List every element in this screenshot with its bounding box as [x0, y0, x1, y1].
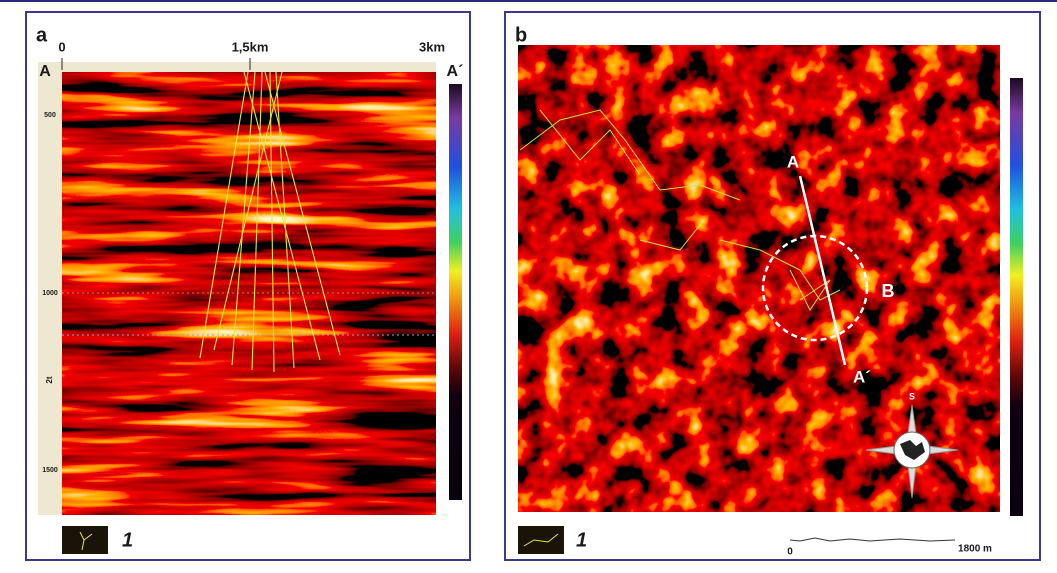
- seismic-section: [62, 72, 436, 515]
- legend-label: 1: [576, 529, 587, 551]
- legend-symbol: [79, 531, 93, 551]
- distance-strip: [62, 62, 436, 72]
- section-end: A: [787, 152, 799, 171]
- section-end: A: [39, 63, 51, 80]
- legend-swatch: [62, 526, 108, 554]
- depth-strip: [38, 62, 62, 515]
- compass: [865, 404, 959, 499]
- scale-label: 0: [787, 547, 793, 558]
- section-end: A´: [853, 367, 871, 386]
- depth-tick: 1500: [42, 467, 58, 474]
- depth-axis-label: 2t: [45, 376, 54, 383]
- depth-tick: 500: [44, 112, 56, 119]
- panel-label: a: [36, 24, 48, 46]
- panel-label: b: [515, 24, 527, 46]
- distance-tick: 0: [58, 39, 65, 54]
- scale-label: 1800 m: [958, 544, 992, 555]
- circle-label: B: [882, 281, 895, 301]
- legend-symbol: [523, 533, 559, 547]
- section-end: A´: [447, 63, 464, 80]
- compass-label: S: [909, 391, 915, 401]
- distance-tick: 1,5km: [232, 39, 269, 54]
- color-bar: [1010, 78, 1023, 516]
- legend-label: 1: [122, 529, 133, 551]
- color-bar: [449, 84, 462, 500]
- legend-swatch: [518, 526, 564, 554]
- section-line: [798, 175, 847, 366]
- fault-traces: [519, 109, 841, 311]
- fault-lines: [199, 71, 341, 373]
- highlight-circle: [761, 234, 869, 342]
- distance-tick: 3km: [419, 39, 445, 54]
- scale-bar: [789, 537, 956, 542]
- depth-tick: 1000: [42, 290, 58, 297]
